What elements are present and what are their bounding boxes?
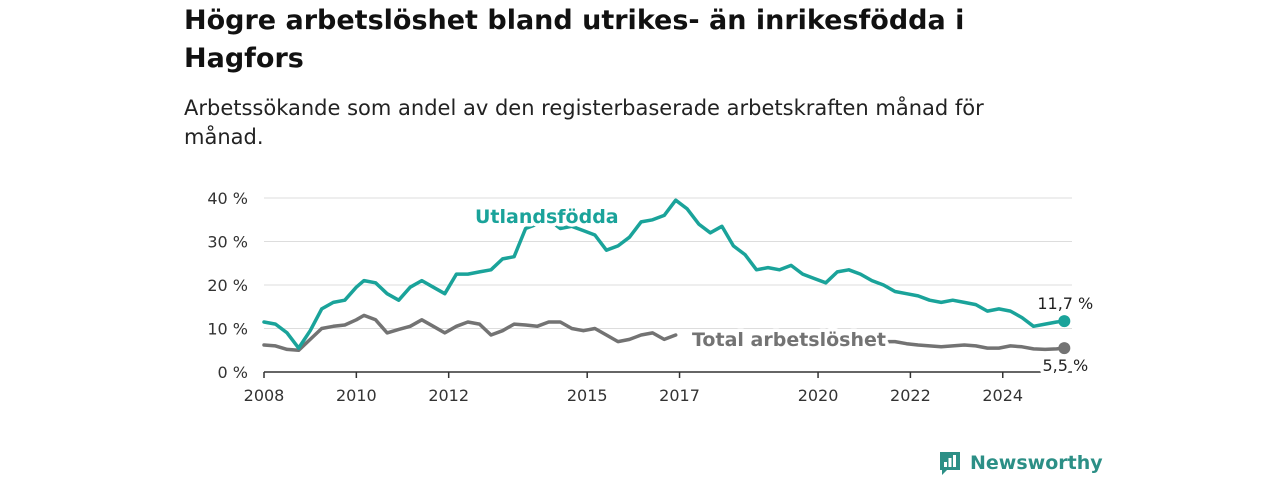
chart-title: Högre arbetslöshet bland utrikes- än inr… [184, 5, 965, 74]
foreign-end-point [1058, 315, 1071, 328]
total-line [870, 337, 1067, 352]
axes: 0 % 10 % 20 % 30 % 40 % 2008 2010 2012 2015 2017 2… [207, 189, 1072, 405]
line-chart: 0 % 10 % 20 % 30 % 40 % 2008 2010 2012 2015 2017 2… [207, 189, 1097, 405]
total-end-point [1058, 342, 1071, 355]
x-tick-label: 2017 [659, 386, 700, 405]
y-tick-label: 40 % [207, 189, 248, 208]
brand-name: Newsworthy [970, 452, 1103, 474]
series-label-utlandsfodda-halo: Utlandsfödda [475, 206, 619, 228]
x-tick-label: 2015 [567, 386, 608, 405]
chart-subtitle: Arbetssökande som andel av den registerb… [184, 96, 984, 149]
x-tick-label: 2012 [428, 386, 469, 405]
series-label-total: Total arbetslöshet [692, 329, 886, 351]
x-tick-label: 2010 [336, 386, 377, 405]
grid [264, 197, 1072, 329]
end-label-total-halo: 5,5 % [1042, 356, 1088, 375]
y-tick-label: 20 % [207, 276, 248, 295]
foreign-line [262, 198, 1067, 350]
x-tick-label: 2020 [798, 386, 839, 405]
end-label-utlandsfodda-halo: 11,7 % [1037, 294, 1093, 313]
x-tick-label: 2024 [982, 386, 1023, 405]
x-tick-label: 2008 [244, 386, 285, 405]
end-label-utlandsfodda: 11,7 % [1037, 294, 1093, 313]
y-tick-label: 30 % [207, 233, 248, 252]
series-label-total-halo: Total arbetslöshet [692, 329, 886, 351]
series-lines [262, 198, 1071, 355]
total-line [262, 313, 678, 353]
end-label-total: 5,5 % [1042, 356, 1088, 375]
x-tick-label: 2022 [890, 386, 931, 405]
newsworthy-brand: Newsworthy [938, 448, 1103, 478]
series-label-utlandsfodda: Utlandsfödda [475, 206, 619, 228]
newsworthy-logo-icon [940, 452, 960, 475]
y-tick-label: 10 % [207, 320, 248, 339]
y-tick-label: 0 % [218, 363, 248, 382]
